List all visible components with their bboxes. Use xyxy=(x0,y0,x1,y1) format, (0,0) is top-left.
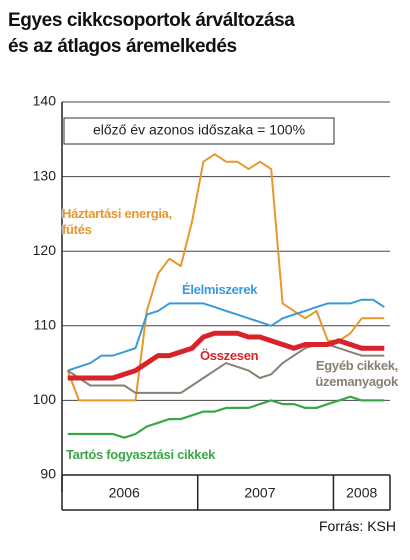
source: Forrás: KSH xyxy=(318,518,396,534)
y-tick-label: 100 xyxy=(33,391,57,407)
series-label: Összesen xyxy=(200,348,259,363)
x-tick-label: 2007 xyxy=(244,485,275,501)
x-tick-label: 2008 xyxy=(346,485,377,501)
series-line xyxy=(67,395,385,439)
series-line xyxy=(67,298,385,372)
series-label: Tartós fogyasztási cikkek xyxy=(66,447,216,462)
annotation-box xyxy=(63,117,335,145)
chart-title: és az átlagos áremelkedés xyxy=(8,36,237,57)
chart-title: Egyes cikkcsoportok árváltozása xyxy=(8,10,295,31)
y-tick-label: 110 xyxy=(34,317,57,333)
x-tick-label: 2006 xyxy=(109,485,140,501)
annotation: előző év azonos időszaka = 100% xyxy=(93,122,305,138)
series-label: Háztartási energia, fűtés xyxy=(62,206,172,237)
y-tick-label: 90 xyxy=(40,466,56,482)
series-line xyxy=(67,330,385,381)
y-tick-label: 130 xyxy=(33,167,57,183)
y-tick-label: 140 xyxy=(33,93,57,109)
y-tick-label: 120 xyxy=(33,242,57,258)
series-label: Egyéb cikkek, üzemanyagok xyxy=(315,358,398,389)
series-label: Élelmiszerek xyxy=(182,282,258,297)
